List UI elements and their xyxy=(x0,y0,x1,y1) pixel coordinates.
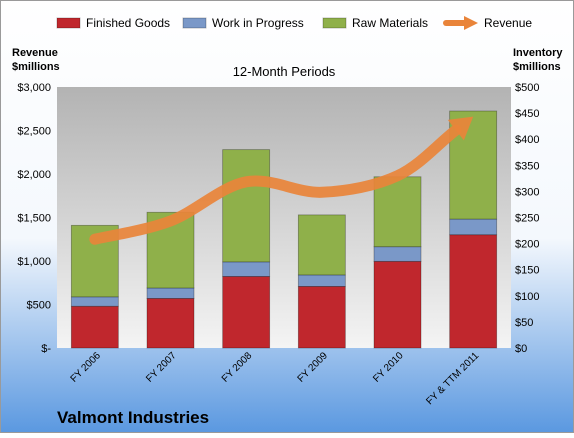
bar-work-in-progress xyxy=(373,246,422,262)
left-axis-title-line2: $millions xyxy=(12,61,60,73)
right-tick-label: $50 xyxy=(515,317,533,329)
right-axis-title-line2: $millions xyxy=(513,61,561,73)
right-tick-label: $250 xyxy=(515,213,539,225)
right-tick-label: $400 xyxy=(515,134,539,146)
legend-swatch-raw-materials xyxy=(322,17,347,29)
revenue-point xyxy=(397,175,399,177)
bar-finished-goods xyxy=(146,298,195,349)
bar-finished-goods xyxy=(373,260,422,349)
left-tick-label: $1,000 xyxy=(17,256,51,268)
right-tick-label: $150 xyxy=(515,265,539,277)
left-axis: $- $500 $1,000 $1,500 $2,000 $2,500 $3,000 xyxy=(17,82,51,355)
right-tick-label: $0 xyxy=(515,343,527,355)
bar-finished-goods xyxy=(449,234,498,349)
bar-work-in-progress xyxy=(297,274,346,287)
legend-label-finished-goods: Finished Goods xyxy=(86,16,170,30)
bar-work-in-progress xyxy=(449,218,498,236)
left-axis-title-line1: Revenue xyxy=(12,47,58,59)
bar-finished-goods xyxy=(70,305,119,349)
legend-swatch-finished-goods xyxy=(56,17,81,29)
revenue-point xyxy=(472,116,474,118)
right-tick-label: $200 xyxy=(515,239,539,251)
left-tick-label: $500 xyxy=(27,300,51,312)
right-axis-title-line1: Inventory xyxy=(513,47,563,59)
right-tick-label: $450 xyxy=(515,108,539,120)
revenue-point xyxy=(245,181,247,183)
revenue-point xyxy=(321,191,323,193)
legend: Finished Goods Work in Progress Raw Mate… xyxy=(56,16,532,30)
right-tick-label: $350 xyxy=(515,160,539,172)
bar-finished-goods xyxy=(222,276,271,349)
legend-label-revenue: Revenue xyxy=(484,16,532,30)
revenue-arrowhead xyxy=(447,116,474,141)
bar-work-in-progress xyxy=(70,296,119,307)
bar-raw-materials xyxy=(297,214,346,276)
legend-label-raw-materials: Raw Materials xyxy=(352,16,428,30)
left-tick-label: $2,000 xyxy=(17,169,51,181)
bar-work-in-progress xyxy=(146,287,195,299)
company-name: Valmont Industries xyxy=(57,408,209,427)
bar-finished-goods xyxy=(297,286,346,349)
revenue-series xyxy=(89,116,474,245)
chart-title: 12-Month Periods xyxy=(233,64,336,79)
revenue-point xyxy=(170,220,172,222)
right-axis: $0 $50 $100 $150 $200 $250 $300 $350 $400 $450 $50… xyxy=(515,82,539,355)
bar-raw-materials xyxy=(222,149,271,263)
left-tick-label: $1,500 xyxy=(17,213,51,225)
left-tick-label: $- xyxy=(41,343,51,355)
bars-group xyxy=(70,110,498,349)
bar-work-in-progress xyxy=(222,261,271,277)
legend-swatch-revenue xyxy=(443,16,478,30)
legend-swatch-work-in-progress xyxy=(182,17,207,29)
left-tick-label: $3,000 xyxy=(17,82,51,94)
right-tick-label: $300 xyxy=(515,186,539,198)
plot-area xyxy=(57,87,511,348)
revenue-line xyxy=(89,124,462,245)
revenue-point xyxy=(94,238,96,240)
right-tick-label: $100 xyxy=(515,291,539,303)
right-tick-label: $500 xyxy=(515,82,539,94)
legend-label-work-in-progress: Work in Progress xyxy=(212,16,304,30)
bar-raw-materials xyxy=(373,176,422,248)
left-tick-label: $2,500 xyxy=(17,126,51,138)
